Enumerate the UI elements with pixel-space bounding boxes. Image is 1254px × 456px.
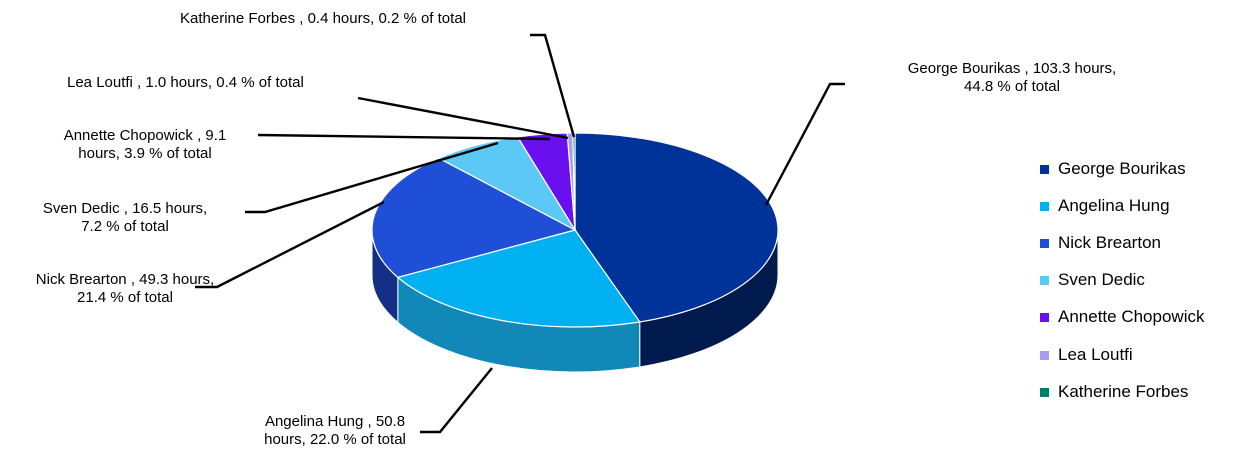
leader-line-annette-chopowick — [257, 133, 551, 141]
legend-swatch — [1040, 350, 1049, 360]
legend-label: Nick Brearton — [1058, 232, 1161, 252]
legend: George Bourikas Angelina Hung Nick Brear… — [1040, 150, 1204, 410]
legend-item: Angelina Hung — [1040, 187, 1204, 224]
legend-label: Annette Chopowick — [1058, 307, 1205, 327]
leader-lines — [195, 33, 845, 434]
legend-swatch — [1040, 387, 1049, 397]
data-label-lea-loutfi: Lea Loutfi , 1.0 hours, 0.4 % of total — [67, 74, 304, 91]
legend-item: Nick Brearton — [1040, 224, 1204, 261]
leader-line-katherine-forbes — [530, 33, 576, 138]
pie-sides — [371, 229, 779, 373]
legend-swatch — [1040, 164, 1049, 174]
data-label-george-bourikas: George Bourikas , 103.3 hours, 44.8 % of… — [907, 60, 1117, 95]
legend-label: George Bourikas — [1058, 158, 1186, 178]
pie-top — [371, 132, 779, 328]
leader-line-angelina-hung — [420, 367, 493, 434]
legend-item: Sven Dedic — [1040, 262, 1204, 299]
legend-swatch — [1040, 238, 1049, 248]
pie-slice-george-bourikas — [574, 132, 779, 323]
legend-label: Lea Loutfi — [1058, 344, 1133, 364]
pie-slice-angelina-hung — [396, 229, 641, 328]
legend-item: George Bourikas — [1040, 150, 1204, 187]
data-label-nick-brearton: Nick Brearton , 49.3 hours, 21.4 % of to… — [35, 271, 215, 306]
leader-line-george-bourikas — [764, 82, 845, 206]
pie-slice-nick-brearton — [371, 157, 577, 279]
legend-label: Angelina Hung — [1058, 195, 1170, 215]
data-label-angelina-hung: Angelina Hung , 50.8 hours, 22.0 % of to… — [264, 413, 406, 448]
data-label-sven-dedic: Sven Dedic , 16.5 hours, 7.2 % of total — [42, 200, 208, 235]
legend-item: Lea Loutfi — [1040, 336, 1204, 373]
legend-swatch — [1040, 276, 1049, 286]
legend-item: Katherine Forbes — [1040, 373, 1204, 410]
legend-label: Katherine Forbes — [1058, 381, 1189, 401]
legend-item: Annette Chopowick — [1040, 299, 1204, 336]
leader-line-lea-loutfi — [357, 96, 569, 140]
data-label-katherine-forbes: Katherine Forbes , 0.4 hours, 0.2 % of t… — [180, 10, 466, 27]
legend-swatch — [1040, 201, 1049, 211]
leader-line-sven-dedic — [245, 141, 499, 214]
legend-label: Sven Dedic — [1058, 270, 1145, 290]
data-label-annette-chopowick: Annette Chopowick , 9.1 hours, 3.9 % of … — [63, 127, 227, 162]
leader-line-nick-brearton — [195, 200, 385, 289]
legend-swatch — [1040, 313, 1049, 323]
